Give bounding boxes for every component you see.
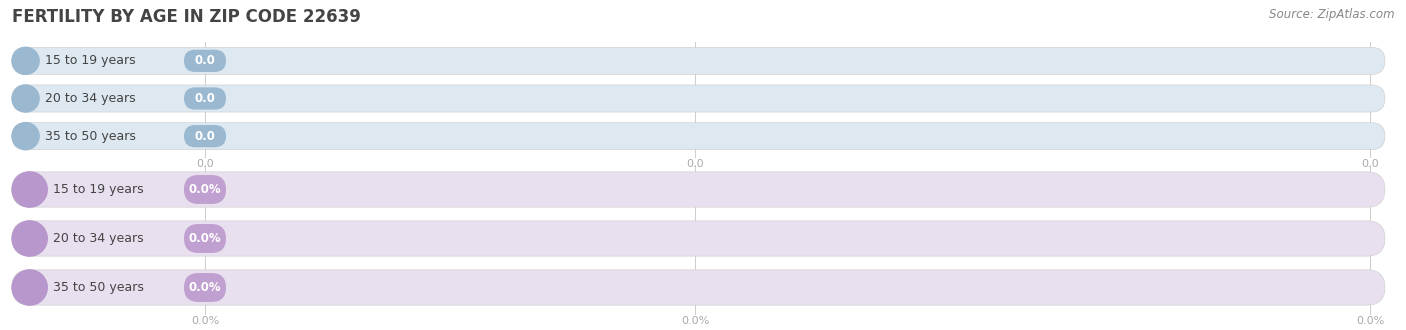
FancyBboxPatch shape [184, 125, 226, 147]
FancyBboxPatch shape [184, 175, 226, 204]
FancyBboxPatch shape [13, 221, 1385, 256]
FancyBboxPatch shape [13, 85, 1385, 112]
Text: 35 to 50 years: 35 to 50 years [45, 130, 136, 143]
Text: 0.0: 0.0 [686, 159, 704, 169]
Text: 0.0: 0.0 [194, 54, 215, 67]
FancyBboxPatch shape [13, 123, 1385, 150]
FancyBboxPatch shape [13, 172, 1385, 207]
Circle shape [13, 123, 39, 150]
Text: 20 to 34 years: 20 to 34 years [53, 232, 143, 245]
Text: 0.0%: 0.0% [681, 316, 709, 326]
Text: 15 to 19 years: 15 to 19 years [45, 54, 136, 67]
Text: 0.0: 0.0 [197, 159, 214, 169]
Text: 0.0%: 0.0% [188, 281, 221, 294]
Text: 35 to 50 years: 35 to 50 years [53, 281, 145, 294]
Text: 20 to 34 years: 20 to 34 years [45, 92, 136, 105]
Text: 15 to 19 years: 15 to 19 years [53, 183, 143, 196]
Text: 0.0%: 0.0% [191, 316, 219, 326]
Circle shape [13, 270, 48, 305]
FancyBboxPatch shape [184, 50, 226, 72]
Circle shape [13, 47, 39, 74]
FancyBboxPatch shape [184, 87, 226, 110]
Circle shape [13, 172, 48, 207]
FancyBboxPatch shape [13, 270, 1385, 305]
Text: FERTILITY BY AGE IN ZIP CODE 22639: FERTILITY BY AGE IN ZIP CODE 22639 [13, 8, 361, 26]
FancyBboxPatch shape [184, 224, 226, 253]
FancyBboxPatch shape [13, 47, 1385, 74]
Text: 0.0%: 0.0% [188, 232, 221, 245]
Text: 0.0%: 0.0% [188, 183, 221, 196]
Text: 0.0: 0.0 [1361, 159, 1379, 169]
Text: Source: ZipAtlas.com: Source: ZipAtlas.com [1270, 8, 1395, 21]
Text: 0.0: 0.0 [194, 130, 215, 143]
FancyBboxPatch shape [184, 273, 226, 302]
Text: 0.0%: 0.0% [1355, 316, 1384, 326]
Circle shape [13, 85, 39, 112]
Circle shape [13, 221, 48, 256]
Text: 0.0: 0.0 [194, 92, 215, 105]
